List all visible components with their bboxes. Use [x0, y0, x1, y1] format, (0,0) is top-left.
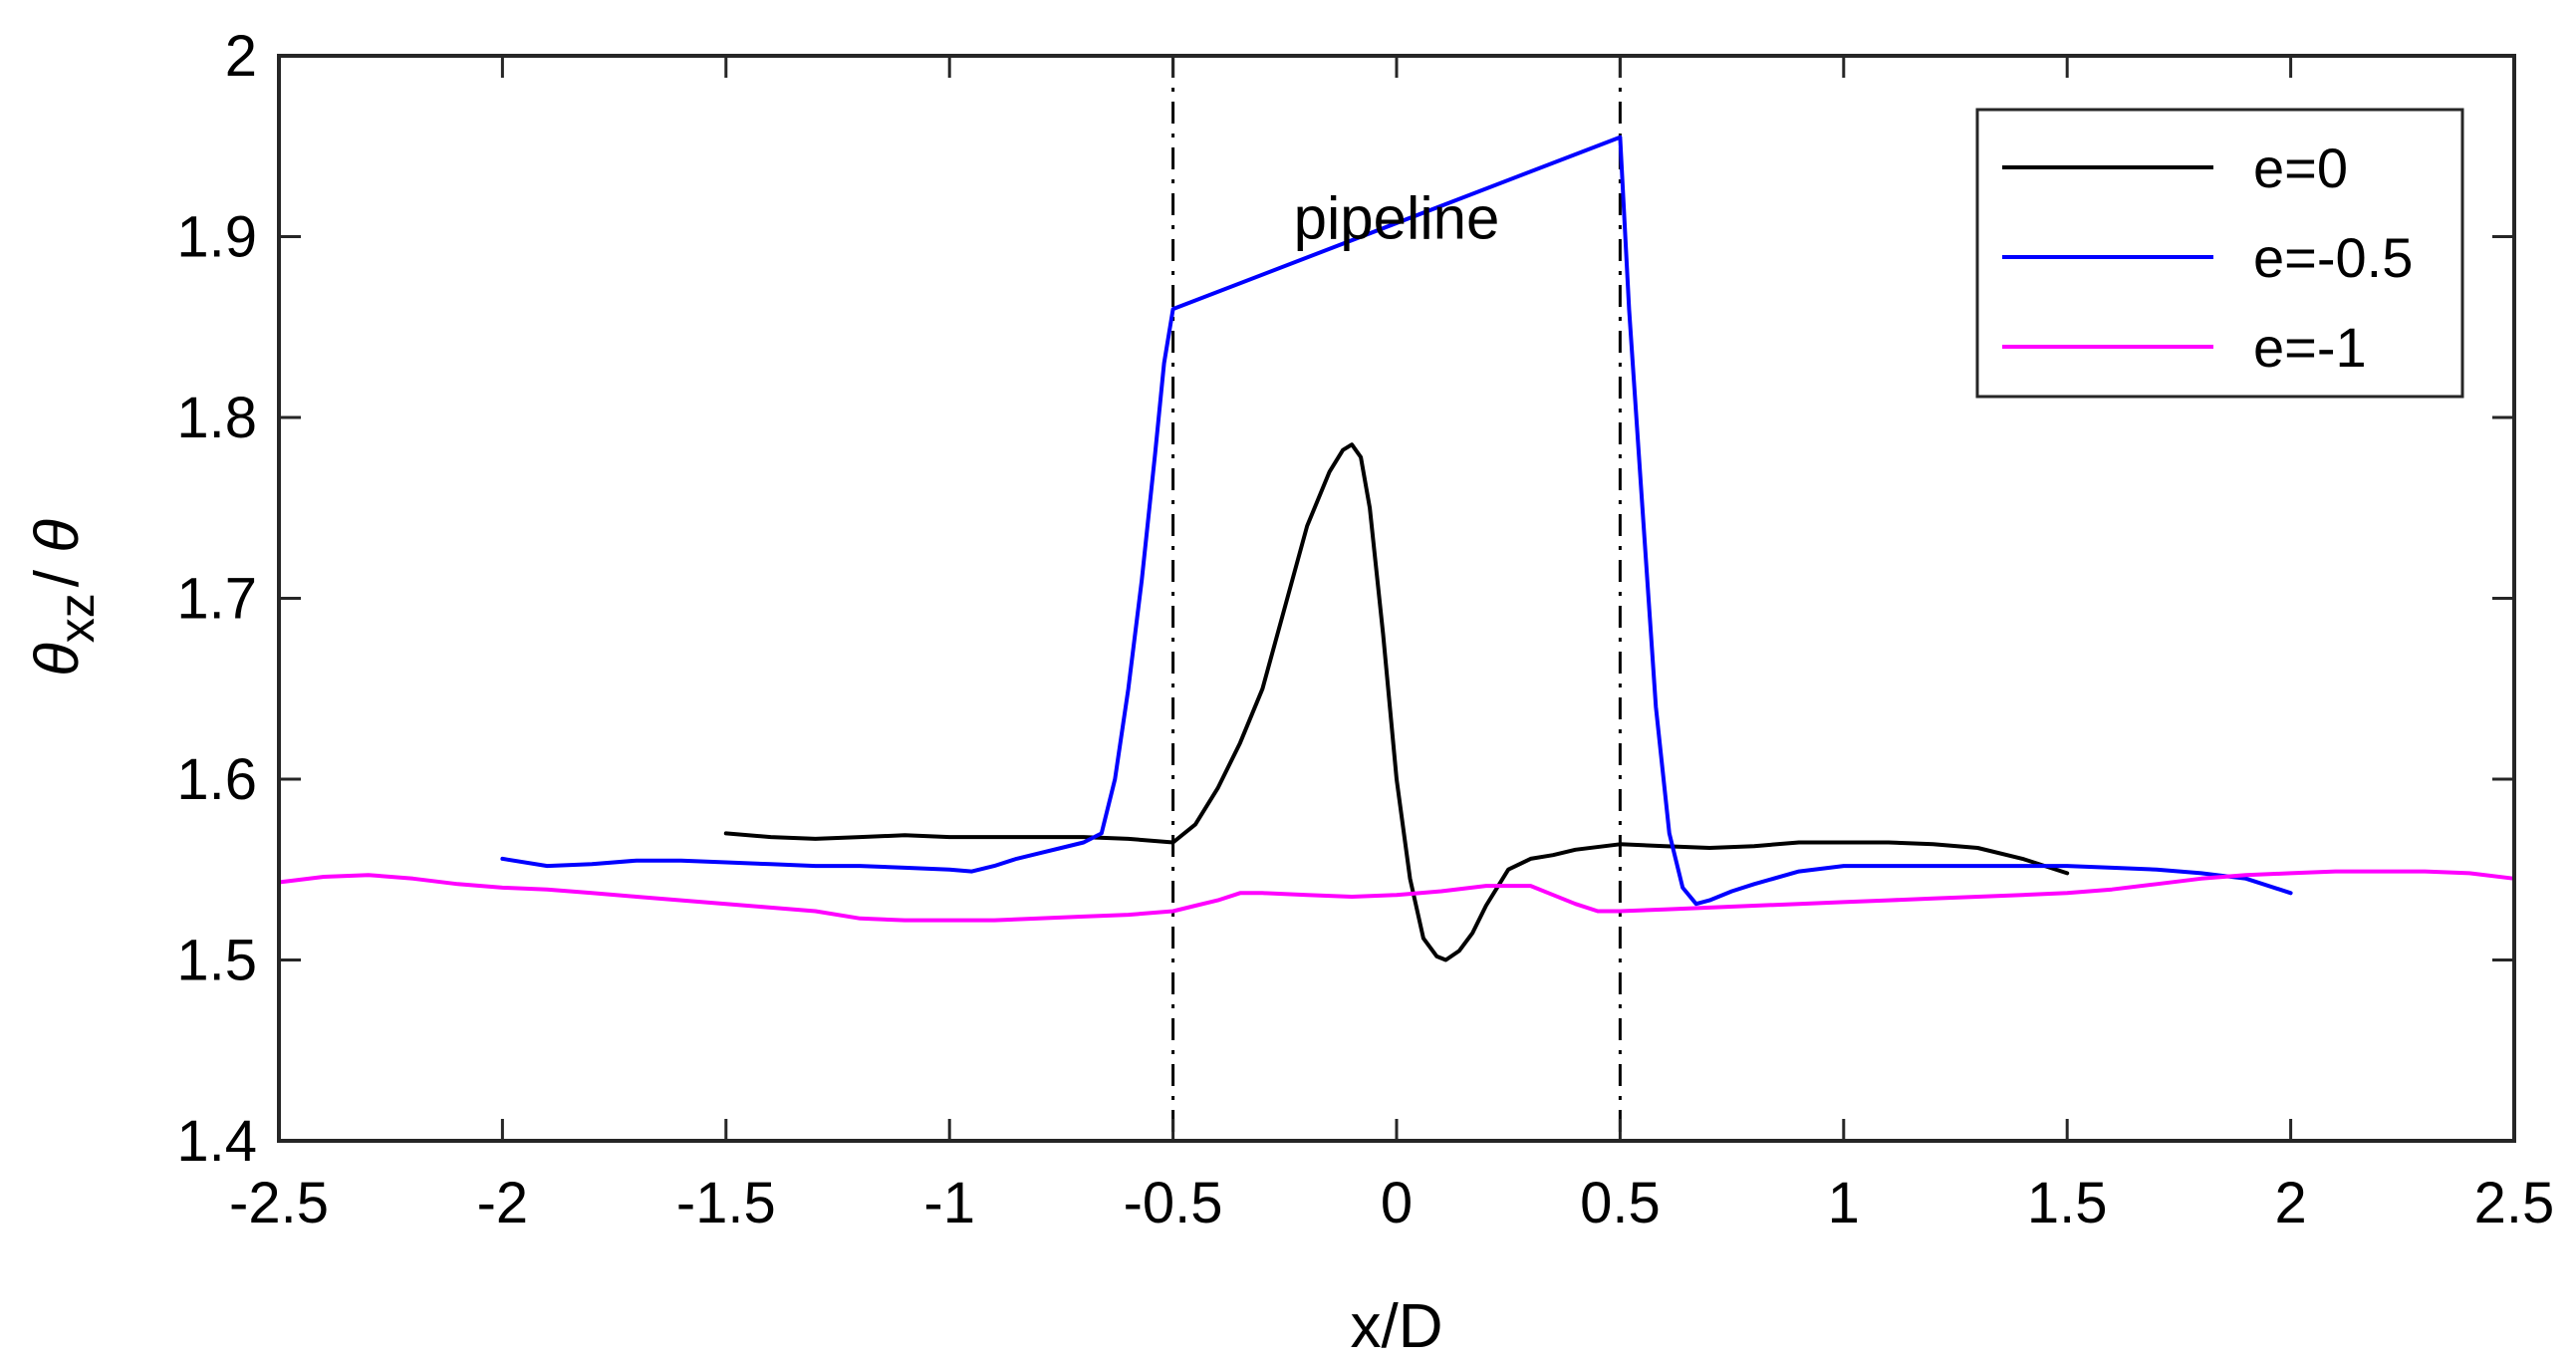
legend-label-e=-0.5: e=-0.5: [2253, 226, 2413, 289]
legend-label-e=0: e=0: [2253, 136, 2348, 199]
x-axis: -2.5 -2 -1.5 -1 -0.5 0 0.5 1 1.5 2 2.5: [229, 56, 2554, 1235]
legend: e=0 e=-0.5 e=-1: [1975, 108, 2464, 399]
x-tick-label: -2: [477, 1171, 529, 1235]
series-line-e=-0.5: [500, 135, 2293, 907]
x-tick-label: 1: [1828, 1171, 1860, 1235]
x-tick-label: 0.5: [1580, 1171, 1661, 1235]
x-tick-label: -2.5: [229, 1171, 329, 1235]
svg-text:θxz/ θ: θxz/ θ: [23, 519, 105, 677]
series-line-e=-1: [277, 869, 2516, 923]
pipeline-boundaries: [1171, 56, 1622, 1141]
y-tick-label: 1.8: [176, 386, 257, 450]
x-tick-label: -0.5: [1124, 1171, 1223, 1235]
y-label-subscript: xz: [49, 593, 105, 643]
y-label-theta-denominator: θ: [23, 519, 92, 553]
y-tick-label: 1.7: [176, 567, 257, 632]
y-tick-label: 1.5: [176, 929, 257, 993]
y-axis: 1.4 1.5 1.6 1.7 1.8 1.9 2: [176, 24, 2514, 1174]
x-axis-title: x/D: [1351, 1292, 1443, 1361]
x-tick-label: 1.5: [2027, 1171, 2108, 1235]
x-tick-label: 0: [1381, 1171, 1413, 1235]
y-tick-label: 1.6: [176, 747, 257, 812]
series-lines: [277, 135, 2516, 962]
legend-label-e=-1: e=-1: [2253, 316, 2367, 379]
y-label-theta: θ: [23, 643, 92, 677]
y-tick-label: 2: [225, 24, 257, 89]
x-tick-label: -1.5: [676, 1171, 776, 1235]
series-line-e=0: [723, 442, 2070, 962]
y-label-separator: /: [23, 553, 92, 587]
y-tick-label: 1.9: [176, 205, 257, 270]
y-tick-label: 1.4: [176, 1109, 257, 1174]
x-tick-label: 2.5: [2474, 1171, 2555, 1235]
pipeline-annotation: pipeline: [1294, 184, 1500, 251]
x-tick-label: 2: [2274, 1171, 2306, 1235]
x-tick-label: -1: [923, 1171, 975, 1235]
y-axis-title: θxz/ θ: [23, 519, 105, 677]
